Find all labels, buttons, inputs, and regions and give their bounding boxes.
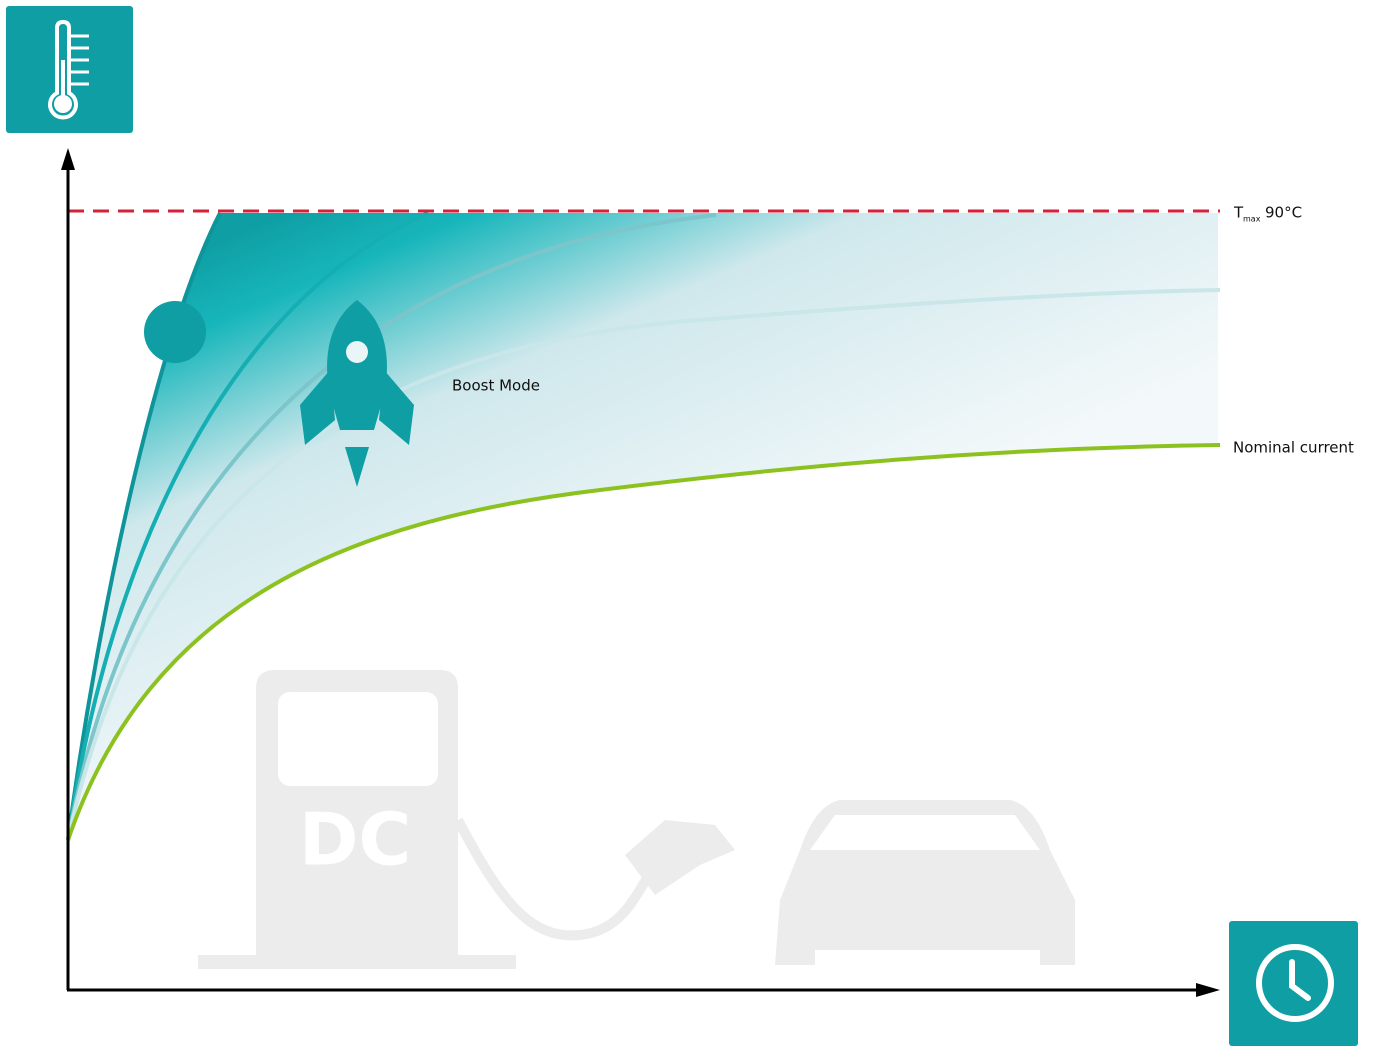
tmax-symbol: T <box>1233 204 1244 222</box>
station-text: DC <box>299 798 412 882</box>
tmax-value: 90°C <box>1265 204 1302 222</box>
boost-mode-label: Boost Mode <box>452 377 540 395</box>
curve-light <box>66 288 1221 841</box>
curve-nominal <box>66 443 1221 841</box>
background-illustration <box>198 670 1075 969</box>
thermometer-box <box>6 6 133 133</box>
boost-area <box>68 213 1218 840</box>
curve-max <box>66 212 222 841</box>
clock-box <box>1229 921 1358 1046</box>
tmax-subscript: max <box>1243 215 1261 224</box>
marker <box>144 301 206 363</box>
nominal-current-label: Nominal current <box>1233 439 1354 457</box>
y-arrow <box>61 148 75 170</box>
x-arrow <box>1196 983 1220 997</box>
curve-boost <box>66 211 429 841</box>
rocket-icon <box>300 300 414 487</box>
curve-mid <box>66 213 717 841</box>
